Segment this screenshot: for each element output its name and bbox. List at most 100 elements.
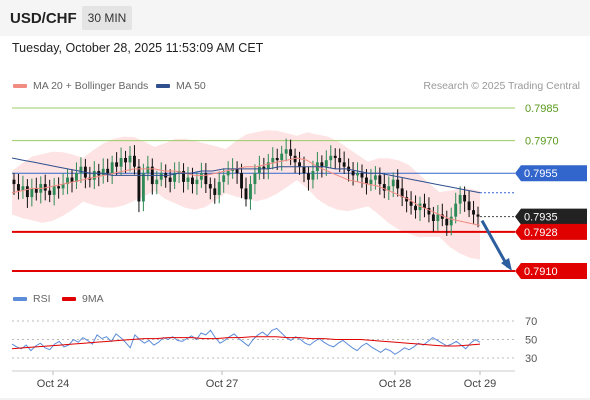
- candle-body: [110, 162, 114, 174]
- candle-body: [115, 162, 119, 167]
- x-tick-label: Oct 27: [206, 378, 238, 390]
- candle-body: [173, 173, 177, 182]
- last-price-tag: [515, 208, 587, 225]
- candle-body: [79, 166, 83, 174]
- top-bar: USD/CHF 30 MIN: [0, 0, 590, 36]
- credit-text: Research © 2025 Trading Central: [423, 80, 580, 92]
- candle-body: [356, 173, 359, 176]
- candle-body: [351, 171, 355, 176]
- candle-body: [405, 197, 409, 202]
- rsi-tick-label: 50: [525, 335, 537, 347]
- candle-body: [213, 188, 217, 195]
- projection-arrowhead: [501, 258, 512, 271]
- candle-body: [396, 179, 400, 189]
- candle-body: [101, 168, 105, 176]
- candle-body: [61, 184, 65, 189]
- legend-rsi: RSI: [13, 293, 51, 305]
- candle-body: [271, 157, 275, 163]
- candle-body: [293, 155, 297, 163]
- candle-body: [365, 177, 368, 185]
- candle-body: [373, 175, 377, 180]
- candle-body: [257, 166, 261, 174]
- candle-body: [133, 155, 136, 167]
- candle-body: [338, 157, 342, 163]
- candle-body: [226, 171, 230, 176]
- candle-body: [17, 184, 20, 191]
- candle-body: [21, 186, 25, 191]
- ma20-swatch: [13, 84, 27, 88]
- candle-body: [463, 194, 467, 202]
- candle-body: [235, 168, 239, 174]
- candle-body: [391, 179, 395, 187]
- candle-body: [369, 179, 373, 185]
- timeframe-button[interactable]: 30 MIN: [82, 6, 132, 30]
- pivot-tag: [515, 165, 587, 182]
- candle-body: [155, 179, 159, 185]
- candle-body: [360, 173, 364, 178]
- candle-body: [431, 214, 435, 222]
- legend-label: MA 20 + Bollinger Bands: [33, 80, 149, 92]
- candle-body: [204, 173, 208, 185]
- legend-ma20: MA 20 + Bollinger Bands: [13, 80, 148, 92]
- candle-body: [329, 155, 333, 161]
- candle-body: [66, 177, 69, 185]
- candle-body: [199, 173, 203, 180]
- candle-body: [182, 171, 185, 182]
- candle-body: [302, 166, 306, 174]
- candle-body: [208, 184, 212, 189]
- support-label: 0.7928: [524, 227, 558, 239]
- candle-body: [30, 188, 34, 198]
- candle-body: [253, 173, 257, 185]
- candle-body: [262, 166, 266, 169]
- candle-body: [266, 162, 270, 169]
- candle-body: [472, 210, 475, 215]
- candle-body: [159, 173, 163, 180]
- candle-body: [298, 162, 301, 167]
- ma20-line: [11, 157, 481, 226]
- candle-body: [119, 157, 123, 167]
- rsi-line: [11, 327, 481, 355]
- candle-body: [414, 205, 417, 211]
- candle-body: [222, 175, 226, 182]
- candle-body: [445, 218, 449, 226]
- legend-label: 9MA: [82, 293, 104, 305]
- ma9-swatch: [62, 297, 76, 301]
- rsi-ma9-line: [11, 336, 481, 350]
- candle-body: [25, 186, 29, 198]
- x-tick-label: Oct 24: [37, 378, 69, 390]
- candle-body: [449, 216, 453, 226]
- candle-body: [440, 214, 444, 219]
- candle-body: [217, 181, 221, 195]
- candle-body: [92, 171, 96, 180]
- candle-body: [436, 214, 440, 222]
- candle-body: [249, 184, 252, 200]
- rsi-swatch: [13, 297, 27, 301]
- candle-body: [168, 177, 172, 182]
- candle-body: [311, 171, 315, 180]
- candle-body: [128, 155, 132, 163]
- candle-body: [467, 201, 471, 211]
- candle-body: [124, 157, 127, 163]
- candle-body: [333, 155, 337, 158]
- candle-body: [186, 177, 190, 182]
- resistance-label: 0.7970: [525, 136, 559, 148]
- candle-body: [378, 175, 382, 185]
- target-tag: [515, 263, 587, 279]
- candle-body: [324, 160, 328, 167]
- candle-body: [284, 149, 288, 154]
- candle-body: [137, 166, 141, 202]
- candle-body: [400, 188, 404, 198]
- candle-body: [418, 203, 422, 211]
- projection-arrow: [480, 219, 510, 268]
- candle-body: [409, 201, 413, 206]
- candle-body: [244, 188, 248, 200]
- candle-body: [458, 194, 462, 204]
- support-tag: [515, 223, 587, 240]
- candle-body: [195, 179, 199, 185]
- rsi-tick-label: 30: [525, 353, 537, 365]
- candle-body: [427, 207, 431, 215]
- candle-body: [280, 153, 284, 161]
- candle-body: [48, 190, 52, 195]
- resistance-label: 0.7985: [525, 103, 559, 115]
